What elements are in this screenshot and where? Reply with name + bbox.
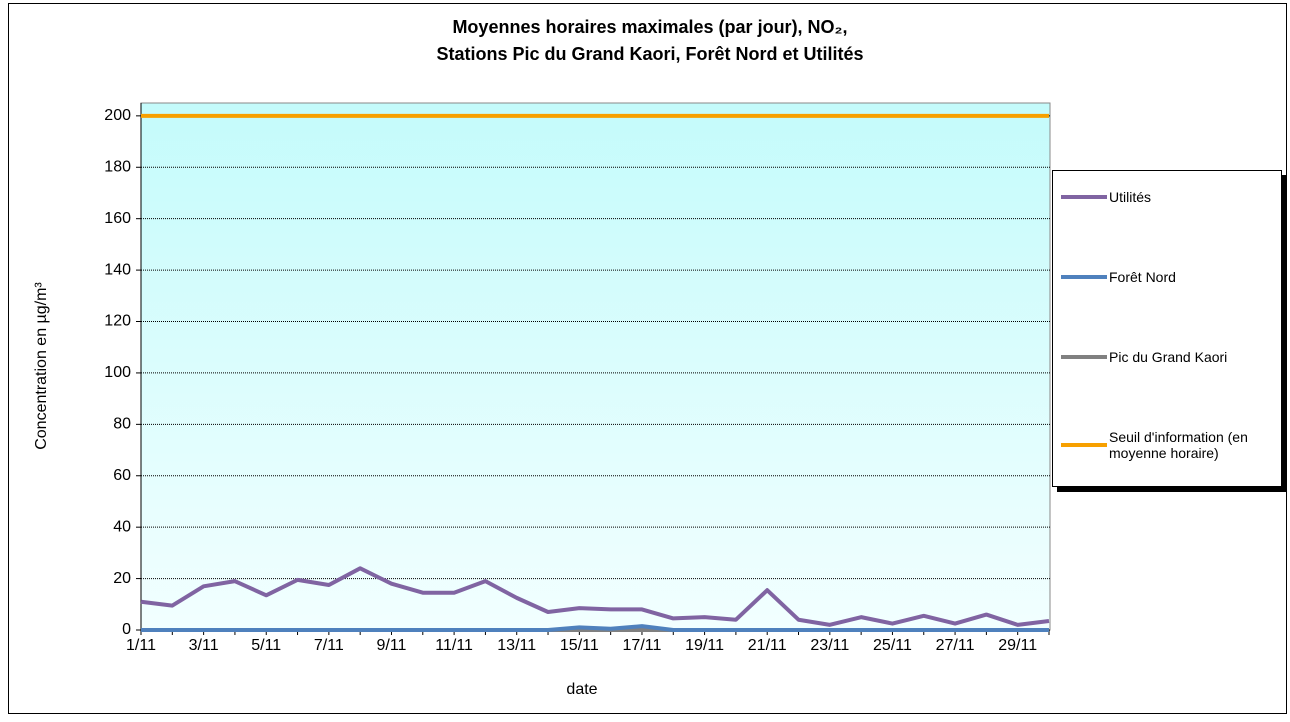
x-tick-label: 27/11 <box>936 637 975 654</box>
y-tick-label: 100 <box>104 364 131 381</box>
legend-entry: Pic du Grand Kaori <box>1061 349 1279 365</box>
legend-label: Seuil d'information (en moyenne horaire) <box>1109 429 1248 461</box>
series-line <box>140 566 1050 627</box>
legend: Utilités Forêt Nord Pic du Grand Kaori Seui… <box>1052 170 1282 487</box>
legend-label: Utilités <box>1109 189 1152 205</box>
legend-entry: Utilités <box>1061 189 1279 205</box>
legend-entry: Forêt Nord <box>1061 269 1279 285</box>
chart-title: Moyennes horaires maximales (par jour), … <box>452 17 847 37</box>
x-tick-label: 5/11 <box>251 637 281 654</box>
y-axis-label: Concentration en µg/m³ <box>33 282 50 450</box>
x-tick-label: 1/11 <box>126 637 156 654</box>
x-tick-label: 25/11 <box>873 637 912 654</box>
y-tick-label: 140 <box>104 261 131 278</box>
y-tick-label: 200 <box>104 107 131 124</box>
y-tick-label: 60 <box>113 467 131 484</box>
x-tick-label: 9/11 <box>377 637 407 654</box>
y-tick-label: 160 <box>104 210 131 227</box>
plot-area <box>140 102 1051 631</box>
legend-label: Pic du Grand Kaori <box>1109 349 1228 365</box>
x-tick-label: 11/11 <box>435 637 473 654</box>
x-tick-label: 3/11 <box>189 637 219 654</box>
x-tick-label: 17/11 <box>623 637 662 654</box>
chart-subtitle: Stations Pic du Grand Kaori, Forêt Nord … <box>436 44 863 64</box>
x-tick-label: 29/11 <box>998 637 1037 654</box>
x-tick-label: 15/11 <box>560 637 599 654</box>
y-tick-label: 120 <box>104 313 131 330</box>
x-axis-label: date <box>566 681 597 698</box>
y-tick-label: 180 <box>104 158 131 175</box>
x-tick-label: 23/11 <box>810 637 849 654</box>
legend-swatch <box>1061 195 1107 199</box>
legend-entry: Seuil d'information (en moyenne horaire) <box>1061 429 1279 461</box>
legend-swatch <box>1061 443 1107 447</box>
x-tick-label: 13/11 <box>497 637 536 654</box>
x-tick-label: 19/11 <box>685 637 724 654</box>
y-tick-label: 40 <box>113 518 131 535</box>
legend-label: Forêt Nord <box>1109 269 1176 285</box>
x-tick-label: 21/11 <box>748 637 787 654</box>
legend-swatch <box>1061 355 1107 359</box>
y-tick-label: 0 <box>122 621 131 638</box>
legend-swatch <box>1061 275 1107 279</box>
y-tick-label: 20 <box>113 570 131 587</box>
y-tick-label: 80 <box>113 416 131 433</box>
x-tick-label: 7/11 <box>314 637 344 654</box>
series-line <box>141 624 1049 632</box>
